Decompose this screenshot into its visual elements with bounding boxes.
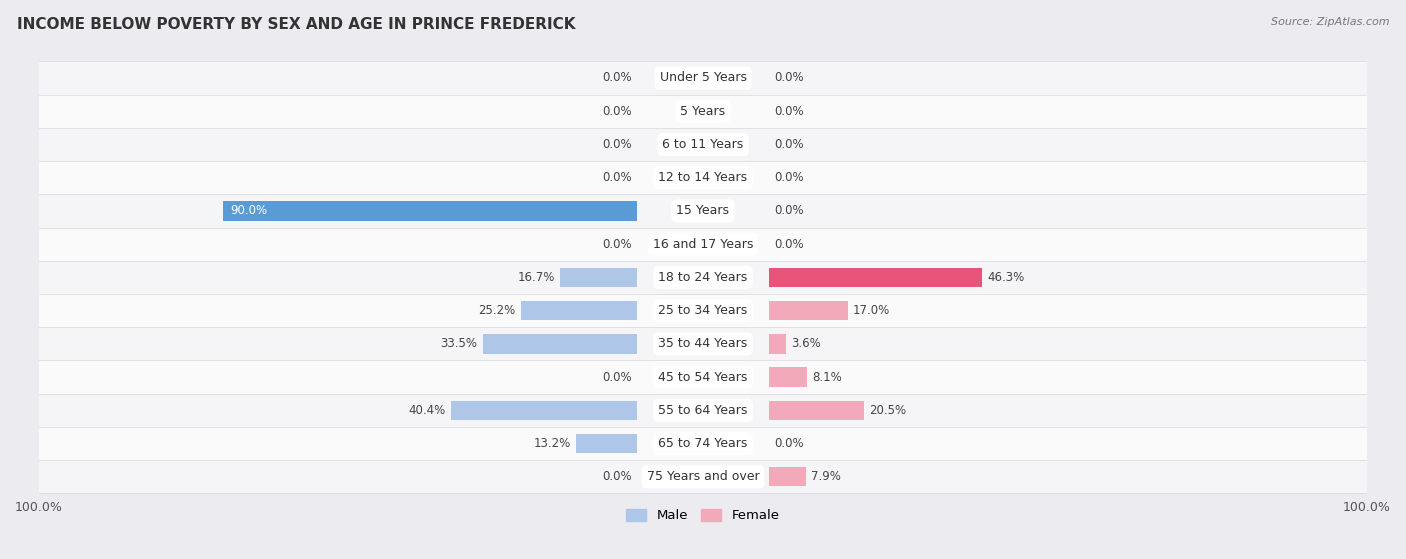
Text: 12 to 14 Years: 12 to 14 Years [658, 171, 748, 184]
Text: 33.5%: 33.5% [440, 338, 478, 350]
Bar [769, 334, 786, 353]
Bar [0, 394, 1406, 427]
Bar [0, 94, 1406, 128]
Bar [0, 61, 1406, 94]
Bar [0, 427, 1406, 460]
Text: 0.0%: 0.0% [602, 105, 631, 118]
Bar [0, 261, 1406, 294]
Text: 5 Years: 5 Years [681, 105, 725, 118]
Text: 8.1%: 8.1% [811, 371, 842, 383]
Text: 0.0%: 0.0% [775, 437, 804, 450]
Bar [0, 195, 1406, 228]
Bar [0, 460, 1406, 494]
Text: 16.7%: 16.7% [517, 271, 555, 284]
Bar [769, 467, 806, 486]
Bar [769, 268, 983, 287]
Text: 75 Years and over: 75 Years and over [647, 470, 759, 484]
Text: 55 to 64 Years: 55 to 64 Years [658, 404, 748, 417]
Text: 0.0%: 0.0% [602, 138, 631, 151]
Text: 25.2%: 25.2% [478, 304, 516, 317]
Text: 40.4%: 40.4% [409, 404, 446, 417]
Text: 7.9%: 7.9% [811, 470, 841, 484]
Bar [451, 401, 637, 420]
Text: 65 to 74 Years: 65 to 74 Years [658, 437, 748, 450]
Text: 3.6%: 3.6% [792, 338, 821, 350]
Bar [0, 294, 1406, 327]
Text: 13.2%: 13.2% [533, 437, 571, 450]
Bar [0, 327, 1406, 361]
Bar [0, 128, 1406, 161]
Bar [769, 401, 863, 420]
Bar [769, 301, 848, 320]
Text: 46.3%: 46.3% [987, 271, 1025, 284]
Text: 0.0%: 0.0% [775, 105, 804, 118]
Bar [576, 434, 637, 453]
Bar [769, 367, 807, 387]
Text: 0.0%: 0.0% [775, 205, 804, 217]
Bar [560, 268, 637, 287]
Text: 0.0%: 0.0% [775, 138, 804, 151]
Text: 0.0%: 0.0% [602, 470, 631, 484]
Bar [482, 334, 637, 353]
Text: INCOME BELOW POVERTY BY SEX AND AGE IN PRINCE FREDERICK: INCOME BELOW POVERTY BY SEX AND AGE IN P… [17, 17, 575, 32]
Text: 0.0%: 0.0% [775, 238, 804, 250]
Bar [520, 301, 637, 320]
Text: 0.0%: 0.0% [602, 238, 631, 250]
Text: 17.0%: 17.0% [852, 304, 890, 317]
Text: 25 to 34 Years: 25 to 34 Years [658, 304, 748, 317]
Text: 16 and 17 Years: 16 and 17 Years [652, 238, 754, 250]
Bar [222, 201, 637, 221]
Text: 0.0%: 0.0% [602, 171, 631, 184]
Text: 90.0%: 90.0% [231, 205, 267, 217]
Bar [0, 228, 1406, 261]
Text: Under 5 Years: Under 5 Years [659, 72, 747, 84]
Text: 0.0%: 0.0% [775, 171, 804, 184]
Bar [0, 161, 1406, 195]
Text: 0.0%: 0.0% [602, 371, 631, 383]
Text: 20.5%: 20.5% [869, 404, 905, 417]
Legend: Male, Female: Male, Female [621, 504, 785, 528]
Text: Source: ZipAtlas.com: Source: ZipAtlas.com [1271, 17, 1389, 27]
Text: 35 to 44 Years: 35 to 44 Years [658, 338, 748, 350]
Text: 6 to 11 Years: 6 to 11 Years [662, 138, 744, 151]
Text: 0.0%: 0.0% [602, 72, 631, 84]
Text: 15 Years: 15 Years [676, 205, 730, 217]
Text: 18 to 24 Years: 18 to 24 Years [658, 271, 748, 284]
Bar [0, 361, 1406, 394]
Text: 0.0%: 0.0% [775, 72, 804, 84]
Text: 45 to 54 Years: 45 to 54 Years [658, 371, 748, 383]
